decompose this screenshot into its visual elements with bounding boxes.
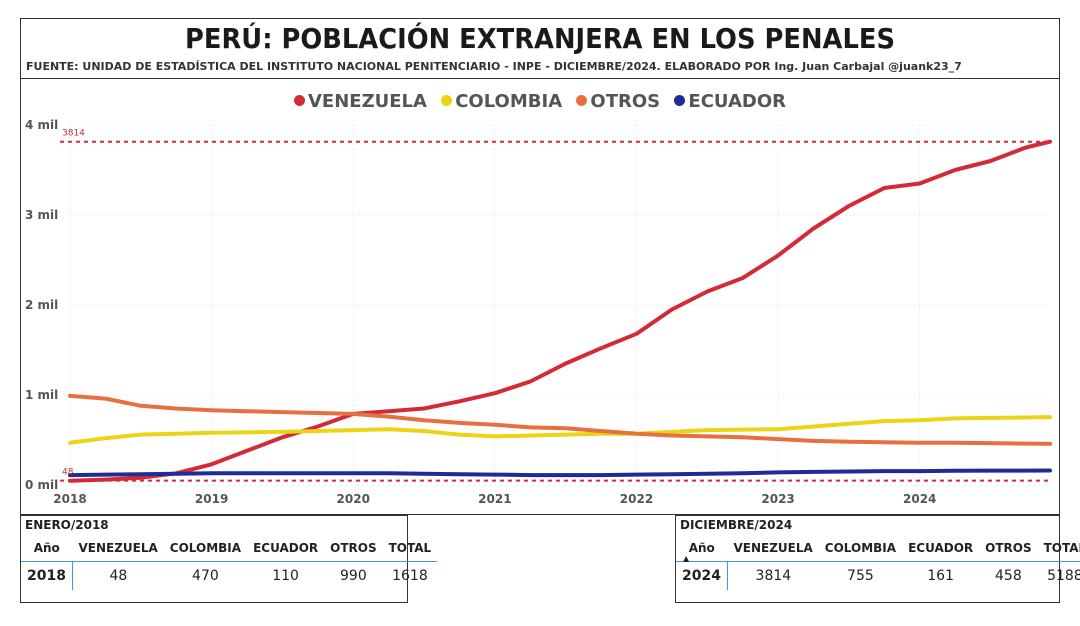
series-line-otros [68, 393, 1052, 446]
column-header[interactable]: OTROS [979, 538, 1038, 562]
column-header[interactable]: COLOMBIA [163, 538, 248, 562]
column-header[interactable]: TOTAL [1037, 538, 1080, 562]
legend-item-ecuador[interactable]: ECUADOR [674, 91, 786, 112]
line-chart: 0 mil 1 mil 2 mil 3 mil 4 mil 2018 2019 2020 202… [25, 118, 1052, 506]
x-tick-label: 2021 [478, 492, 511, 506]
table-cell: 110 [272, 568, 299, 584]
legend: VENEZUELA COLOMBIA OTROS ECUADOR [0, 91, 1080, 112]
y-tick-label: 2 mil [25, 298, 58, 312]
table-cell-year: 2018 [21, 561, 73, 590]
column-header[interactable]: VENEZUELA [727, 538, 819, 562]
x-tick-label: 2023 [761, 492, 794, 506]
source-subtitle: FUENTE: UNIDAD DE ESTADÍSTICA DEL INSTIT… [26, 60, 962, 73]
column-header[interactable]: ECUADOR [902, 538, 980, 562]
sort-up-icon[interactable]: ▲ [683, 554, 690, 563]
legend-dot-icon [441, 95, 453, 106]
legend-label: OTROS [590, 91, 661, 112]
column-header[interactable]: OTROS [324, 538, 383, 562]
table-cell: 755 [847, 568, 874, 584]
table-row: 2024 3814 755 161 458 5188 [676, 561, 1080, 590]
y-tick-label: 1 mil [25, 388, 58, 402]
header-divider [20, 78, 1060, 79]
table-cell: 48 [109, 568, 128, 584]
legend-label: COLOMBIA [455, 91, 563, 112]
reference-line-label: 48 [62, 468, 74, 478]
table-cell: 470 [192, 568, 219, 584]
summary-table-dec-2024: DICIEMBRE/2024 Año VENEZUELA COLOMBIA EC… [675, 515, 1080, 603]
summary-table: Año VENEZUELA COLOMBIA ECUADOR OTROS TOT… [21, 538, 438, 590]
y-tick-label: 3 mil [25, 208, 58, 222]
x-tick-label: 2024 [903, 492, 936, 506]
y-tick-label: 4 mil [25, 118, 58, 132]
series-line-ecuador [68, 468, 1052, 478]
table-header-row: Año VENEZUELA COLOMBIA ECUADOR OTROS TOT… [21, 538, 438, 562]
legend-label: VENEZUELA [307, 91, 427, 112]
legend-item-otros[interactable]: OTROS [576, 91, 660, 112]
x-tick-label: 2018 [53, 492, 86, 506]
x-tick-label: 2019 [195, 492, 228, 506]
reference-line-label: 3814 [62, 129, 85, 139]
page-title: PERÚ: POBLACIÓN EXTRANJERA EN LOS PENALE… [184, 22, 896, 55]
table-row: 2018 48 470 110 990 1618 [21, 561, 437, 590]
legend-item-colombia[interactable]: COLOMBIA [441, 91, 562, 112]
series-line-colombia [68, 415, 1052, 445]
table-cell: 161 [927, 568, 954, 584]
table-cell: 990 [340, 568, 367, 584]
column-header[interactable]: COLOMBIA [818, 538, 903, 562]
table-title: ENERO/2018 [25, 518, 109, 532]
column-header[interactable]: ECUADOR [247, 538, 325, 562]
legend-dot-icon [576, 95, 588, 106]
table-header-row: Año VENEZUELA COLOMBIA ECUADOR OTROS TOT… [676, 538, 1080, 562]
chart-frame [20, 18, 1060, 515]
column-header[interactable]: TOTAL [382, 538, 438, 562]
table-cell-year: 2024 [676, 561, 728, 590]
table-cell: 3814 [755, 568, 792, 584]
summary-table: Año VENEZUELA COLOMBIA ECUADOR OTROS TOT… [676, 538, 1080, 590]
summary-table-jan-2018: ENERO/2018 Año VENEZUELA COLOMBIA ECUADO… [20, 515, 438, 603]
column-header[interactable]: Año [676, 538, 728, 562]
table-cell: 1618 [392, 568, 428, 584]
column-header[interactable]: Año [21, 538, 73, 562]
legend-dot-icon [293, 95, 305, 106]
table-cell: 5188 [1047, 568, 1080, 584]
x-tick-label: 2022 [620, 492, 653, 506]
x-tick-label: 2020 [337, 492, 370, 506]
legend-item-venezuela[interactable]: VENEZUELA [293, 91, 427, 112]
legend-dot-icon [674, 95, 686, 106]
column-header[interactable]: VENEZUELA [72, 538, 164, 562]
y-tick-label: 0 mil [25, 478, 58, 492]
table-title: DICIEMBRE/2024 [680, 518, 793, 532]
series-line-venezuela [68, 139, 1052, 483]
legend-label: ECUADOR [688, 91, 787, 112]
table-cell: 458 [995, 568, 1022, 584]
